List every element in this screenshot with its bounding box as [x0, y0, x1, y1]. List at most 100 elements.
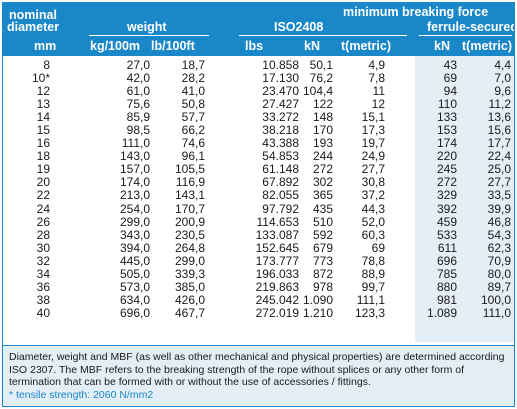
- tmetric-cell: 37,2: [361, 188, 385, 203]
- ferrule-tmetric-cell: 39,9: [487, 201, 511, 216]
- unit-kn-ferrule: kN: [434, 39, 450, 53]
- tmetric-cell: 15,1: [361, 110, 385, 125]
- lb100ft-cell: 41,0: [181, 84, 205, 99]
- diameter-cell: 38: [36, 292, 50, 307]
- kn-cell: 679: [312, 240, 333, 255]
- footer: Diameter, weight and MBF (as well as oth…: [3, 345, 514, 406]
- table-row: 32 445,0 299,0 173.777 773 78,8 696 70,9: [3, 253, 514, 268]
- ferrule-kn-cell: 785: [436, 266, 457, 281]
- ferrule-column-shade: [415, 56, 514, 342]
- ferrule-kn-cell: 1.089: [426, 305, 457, 320]
- ferrule-kn-cell: 459: [436, 214, 457, 229]
- ferrule-tmetric-cell: 33,5: [487, 188, 511, 203]
- lbs-cell: 43.388: [262, 136, 299, 151]
- tmetric-cell: 99,7: [361, 279, 385, 294]
- lb100ft-cell: 105,5: [174, 162, 205, 177]
- ferrule-tmetric-cell: 62,3: [487, 240, 511, 255]
- kg100m-cell: 111,0: [121, 136, 150, 151]
- ferrule-kn-cell: 94: [443, 84, 457, 99]
- kg100m-cell: 573,0: [119, 279, 150, 294]
- tmetric-cell: 78,8: [361, 253, 385, 268]
- ferrule-tmetric-cell: 80,0: [487, 266, 511, 281]
- ferrule-kn-cell: 329: [436, 188, 457, 203]
- diameter-cell: 22: [36, 188, 50, 203]
- kg100m-cell: 98,5: [126, 123, 150, 138]
- diameter-cell: 24: [36, 201, 50, 216]
- kg100m-cell: 634,0: [119, 292, 150, 307]
- ferrule-tmetric-cell: 11,2: [488, 97, 511, 112]
- lb100ft-cell: 200,9: [174, 214, 205, 229]
- tmetric-cell: 69: [371, 240, 385, 255]
- lbs-cell: 245.042: [255, 292, 299, 307]
- table-row: 10* 42,0 28,2 17.130 76,2 7,8 69 7,0: [3, 72, 514, 85]
- kn-cell: 978: [312, 279, 333, 294]
- lb100ft-cell: 467,7: [174, 305, 205, 320]
- lb100ft-cell: 170,7: [174, 201, 205, 216]
- lbs-cell: 17.130: [262, 71, 299, 86]
- tmetric-cell: 60,3: [361, 227, 385, 242]
- lb100ft-cell: 230,5: [174, 227, 205, 242]
- tmetric-cell: 123,3: [354, 305, 385, 320]
- table-row: 12 61,0 41,0 23.470 104,4 11 94 9,6: [3, 85, 514, 98]
- kg100m-cell: 85,9: [126, 110, 150, 125]
- lb100ft-cell: 143,1: [174, 188, 205, 203]
- iso-label: ISO2408: [274, 20, 324, 34]
- ferrule-tmetric-cell: 9,6: [494, 84, 511, 99]
- ferrule-kn-cell: 153: [436, 123, 457, 138]
- kg100m-cell: 696,0: [119, 305, 150, 320]
- lbs-cell: 67.892: [262, 175, 299, 190]
- diameter-cell: 14: [36, 110, 50, 125]
- table-row: 26 299,0 200,9 114.653 510 52,0 459 46,8: [3, 214, 514, 229]
- ferrule-kn-cell: 272: [436, 175, 457, 190]
- diameter-cell: 13: [36, 97, 50, 112]
- tmetric-cell: 27,7: [361, 162, 385, 177]
- lb100ft-cell: 339,3: [174, 266, 205, 281]
- kn-cell: 773: [312, 253, 333, 268]
- unit-tmetric: t(metric): [341, 39, 392, 53]
- lbs-cell: 61.148: [262, 162, 299, 177]
- tmetric-cell: 30,8: [361, 175, 385, 190]
- mbf-label: minimum breaking force: [343, 5, 489, 19]
- ferrule-tmetric-cell: 4,4: [494, 58, 511, 72]
- diameter-cell: 26: [36, 214, 50, 229]
- ferrule-tmetric-cell: 7,0: [494, 71, 511, 86]
- diameter-cell: 30: [36, 240, 50, 255]
- lb100ft-cell: 28,2: [181, 71, 205, 86]
- tmetric-cell: 11: [372, 84, 385, 99]
- lbs-cell: 272.019: [255, 305, 299, 320]
- kg100m-cell: 157,0: [119, 162, 150, 177]
- kg100m-cell: 394,0: [119, 240, 150, 255]
- kg100m-cell: 445,0: [119, 253, 150, 268]
- diameter-cell: 12: [36, 84, 50, 99]
- diameter-cell: 16: [36, 136, 50, 151]
- kg100m-cell: 213,0: [119, 188, 150, 203]
- ferrule-tmetric-cell: 54,3: [487, 227, 511, 242]
- unit-lbs: lbs: [245, 39, 264, 53]
- ferrule-tmetric-cell: 13,6: [487, 110, 511, 125]
- lbs-cell: 23.470: [262, 84, 299, 99]
- diameter-cell: 18: [36, 149, 50, 164]
- ferrule-kn-cell: 174: [436, 136, 457, 151]
- table-row: 24 254,0 170,7 97.792 435 44,3 392 39,9: [3, 201, 514, 216]
- ferrule-tmetric-cell: 46,8: [487, 214, 511, 229]
- kn-cell: 244: [312, 149, 333, 164]
- table-row: 20 174,0 116,9 67.892 302 30,8 272 27,7: [3, 176, 514, 189]
- ferrule-tmetric-cell: 100,0: [480, 292, 511, 307]
- lbs-cell: 33.272: [262, 110, 299, 125]
- lb100ft-cell: 57,7: [181, 110, 205, 125]
- ferrule-label: ferrule-secured: [427, 20, 515, 34]
- lbs-cell: 219.863: [255, 279, 299, 294]
- lbs-cell: 133.087: [255, 227, 299, 242]
- unit-kn: kN: [304, 39, 320, 53]
- diameter-cell: 32: [36, 253, 50, 268]
- ferrule-kn-cell: 880: [436, 279, 457, 294]
- kn-cell: 148: [312, 110, 333, 125]
- kn-cell: 1.090: [302, 292, 333, 307]
- table-row: 34 505,0 339,3 196.033 872 88,9 785 80,0: [3, 266, 514, 281]
- kn-cell: 122: [312, 97, 333, 112]
- diameter-cell: 10*: [31, 71, 50, 86]
- tmetric-cell: 7,8: [368, 71, 385, 86]
- tmetric-cell: 4,9: [368, 58, 385, 72]
- lb100ft-cell: 50,8: [181, 97, 205, 112]
- lbs-cell: 82.055: [262, 188, 299, 203]
